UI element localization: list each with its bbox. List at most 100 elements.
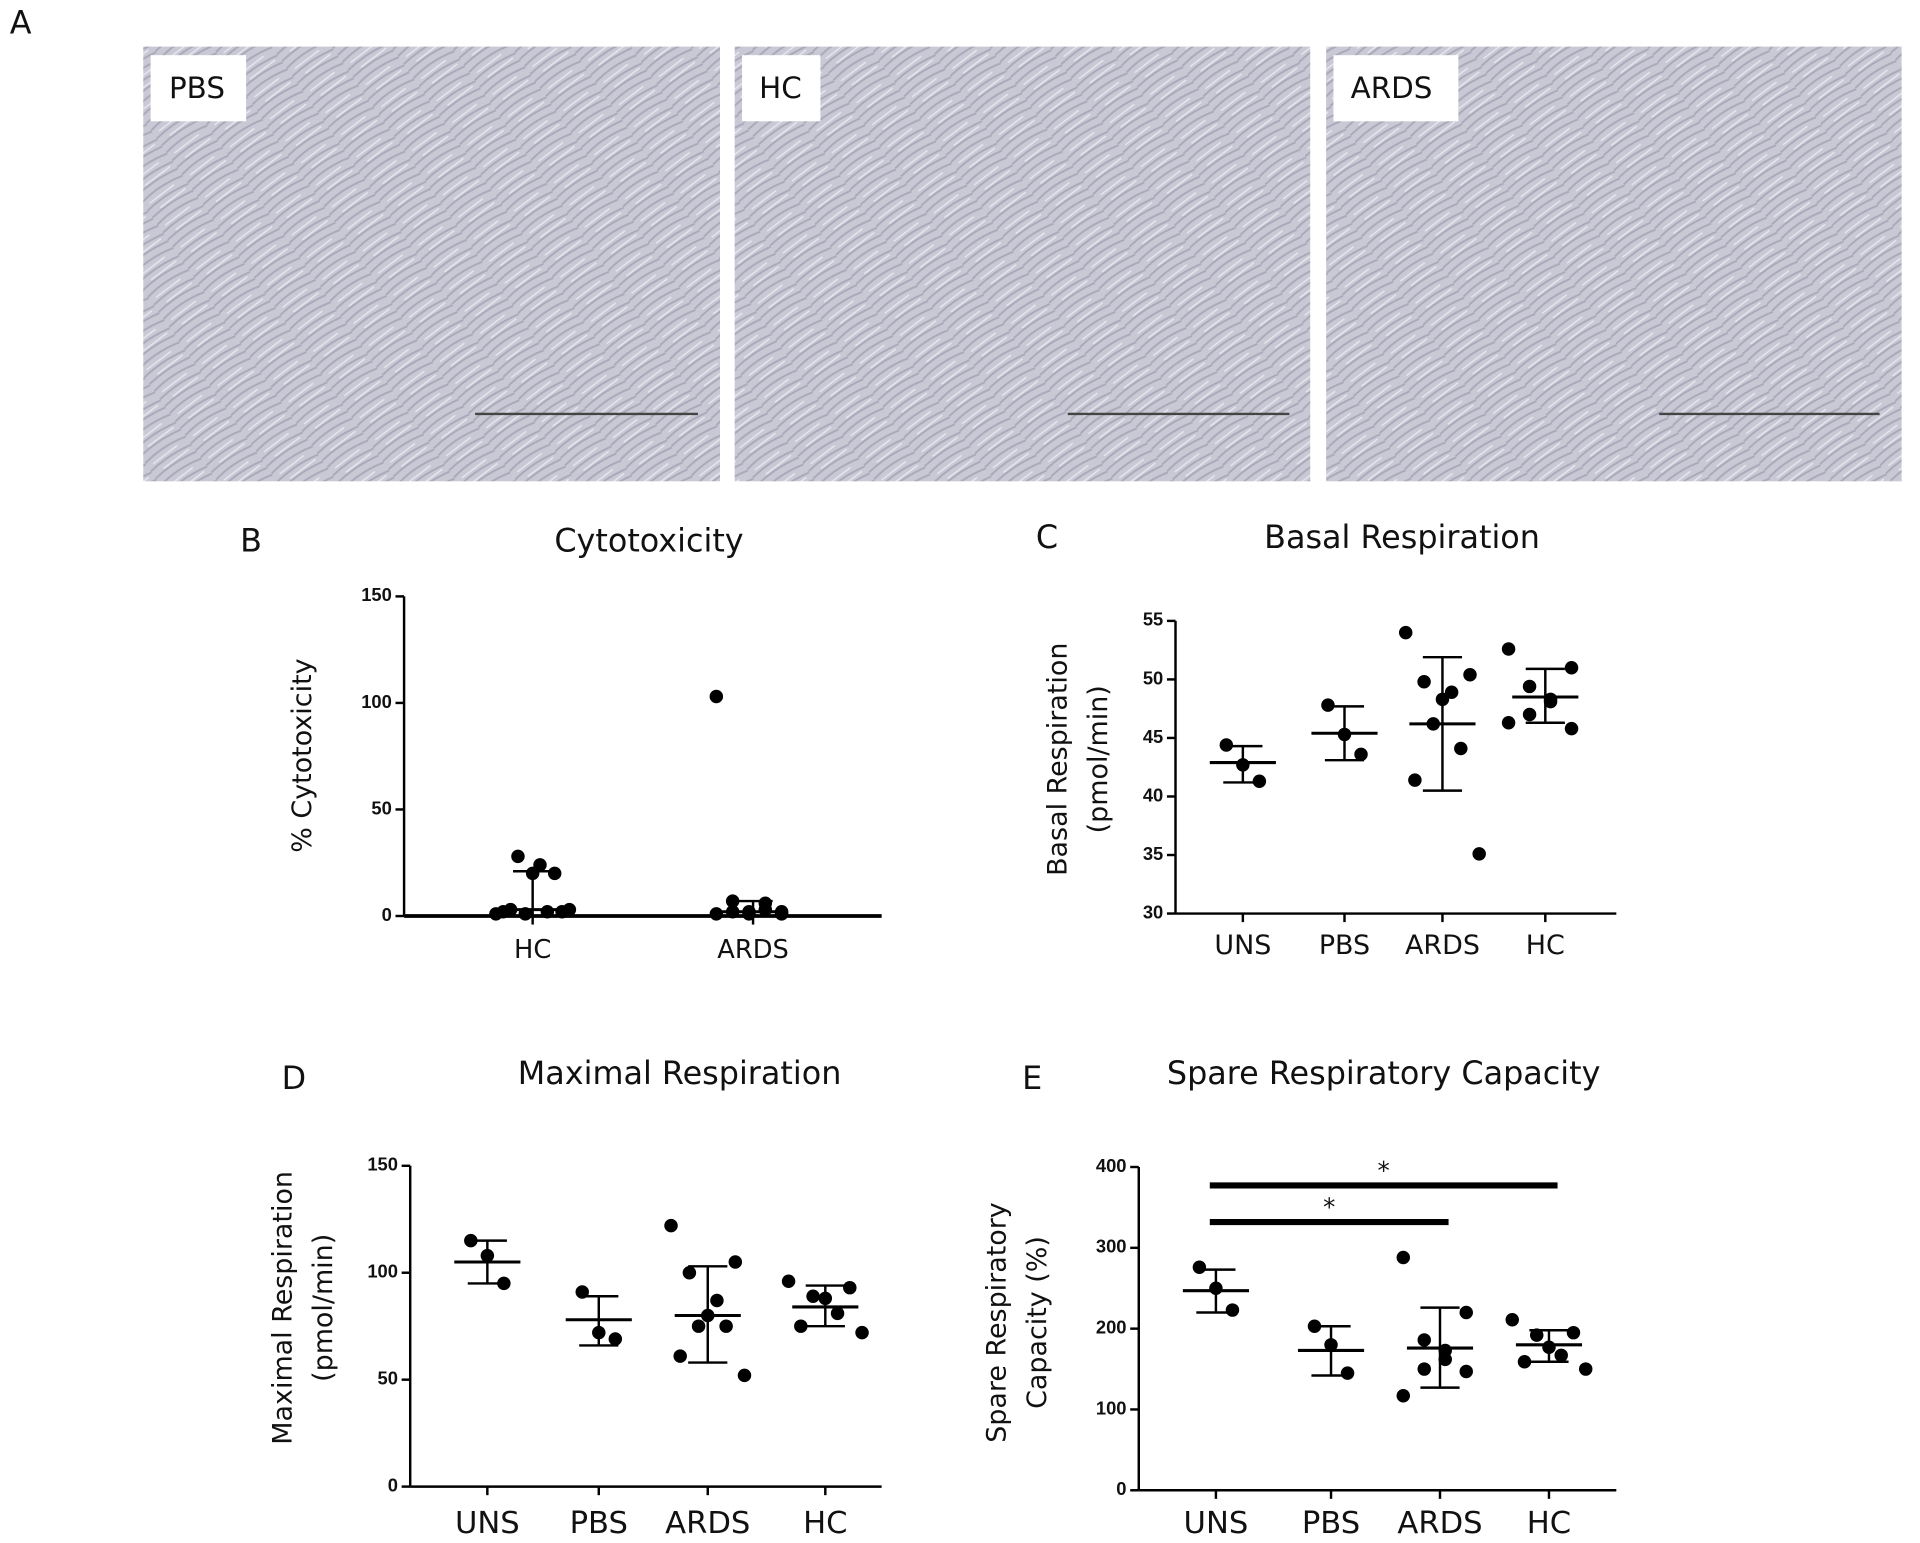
data-point <box>710 1293 724 1308</box>
y-tick-label: 0 <box>388 1474 398 1495</box>
data-point <box>562 902 577 917</box>
x-tick-label: HC <box>514 935 551 965</box>
data-point <box>1192 1260 1207 1274</box>
data-point <box>1354 747 1368 762</box>
data-point <box>709 907 724 921</box>
data-point <box>1454 741 1468 756</box>
data-point <box>1417 1333 1431 1347</box>
y-tick-label: 200 <box>1096 1316 1127 1337</box>
data-point <box>758 896 773 910</box>
y-tick-label: 50 <box>371 797 391 818</box>
data-point <box>1522 707 1537 722</box>
image-label: HC <box>759 71 802 105</box>
data-point <box>1340 1366 1355 1380</box>
data-point <box>781 1274 796 1289</box>
data-point <box>1578 1362 1593 1376</box>
data-point <box>1522 679 1537 694</box>
y-tick-label: 100 <box>1096 1397 1127 1418</box>
data-point <box>1564 721 1579 736</box>
data-point <box>719 1319 733 1333</box>
y-tick-label: 0 <box>382 904 392 925</box>
data-point <box>1459 1305 1473 1320</box>
y-tick-label: 35 <box>1143 843 1163 864</box>
panel-letter: D <box>282 1059 307 1097</box>
x-tick-label: ARDS <box>717 935 789 965</box>
data-point <box>1472 847 1486 861</box>
y-axis-label: (pmol/min) <box>1083 685 1114 833</box>
y-axis-label: Capacity (%) <box>1022 1236 1053 1409</box>
significance-label: * <box>1323 1193 1335 1222</box>
panel-letter: C <box>1036 518 1058 556</box>
data-point <box>664 1218 678 1233</box>
data-point <box>1463 668 1477 682</box>
data-point <box>1417 675 1431 689</box>
y-tick-label: 300 <box>1096 1236 1127 1257</box>
y-tick-label: 150 <box>361 584 392 605</box>
y-axis-label: % Cytotoxicity <box>287 658 318 852</box>
significance-label: * <box>1378 1156 1390 1185</box>
data-point <box>1225 1303 1240 1317</box>
data-point <box>533 858 547 872</box>
data-point <box>496 904 510 919</box>
data-point <box>682 1265 697 1280</box>
data-point <box>1564 660 1579 675</box>
x-tick-label: HC <box>1527 1506 1571 1541</box>
y-tick-label: 45 <box>1143 726 1163 747</box>
data-point <box>843 1280 857 1295</box>
data-point <box>1566 1325 1581 1340</box>
y-axis-label: Maximal Respiration <box>268 1171 299 1445</box>
x-tick-label: PBS <box>570 1506 628 1541</box>
x-tick-label: ARDS <box>665 1506 750 1541</box>
chart: E Spare Respiratory Capacity Spare Respira… <box>981 1054 1617 1541</box>
x-tick-label: ARDS <box>1397 1506 1482 1541</box>
data-point <box>547 866 562 881</box>
x-tick-label: UNS <box>455 1506 520 1541</box>
y-axis-label: (pmol/min) <box>308 1234 339 1382</box>
y-tick-label: 50 <box>378 1368 398 1389</box>
chart: C Basal Respiration Basal Respiration (pmol… <box>1036 518 1617 961</box>
data-point <box>1459 1364 1473 1379</box>
chart-title: Maximal Respiration <box>518 1054 842 1092</box>
x-tick-label: ARDS <box>1405 930 1480 961</box>
chart-title: Basal Respiration <box>1264 518 1540 556</box>
data-point <box>608 1332 623 1346</box>
chart-title: Cytotoxicity <box>554 522 743 560</box>
micrograph: PBS <box>143 46 720 482</box>
chart: D Maximal Respiration Maximal Respiration (… <box>268 1054 882 1541</box>
data-point <box>725 894 740 908</box>
data-point <box>728 1255 743 1269</box>
y-axis-label: Basal Respiration <box>1043 643 1074 876</box>
data-point <box>1396 1388 1410 1403</box>
panel-letter: B <box>240 522 262 560</box>
data-point <box>1444 685 1459 700</box>
image-label: PBS <box>169 71 225 105</box>
image-label: ARDS <box>1351 71 1433 105</box>
data-point <box>1396 1250 1410 1265</box>
panel-letter: E <box>1022 1059 1042 1097</box>
y-tick-label: 150 <box>367 1154 398 1175</box>
y-axis-label: Spare Respiratory <box>981 1202 1012 1443</box>
panel-letter: A <box>10 4 32 42</box>
y-tick-label: 400 <box>1096 1155 1127 1176</box>
data-point <box>1398 625 1413 640</box>
data-point <box>794 1319 808 1333</box>
y-tick-label: 100 <box>367 1261 398 1282</box>
data-point <box>511 849 525 864</box>
x-tick-label: HC <box>803 1506 847 1541</box>
micrograph: HC <box>734 46 1311 482</box>
data-point <box>1501 715 1516 730</box>
y-tick-label: 0 <box>1116 1478 1126 1499</box>
data-point <box>830 1306 845 1321</box>
data-point <box>1517 1355 1532 1369</box>
x-tick-label: UNS <box>1214 930 1271 961</box>
data-point <box>855 1325 869 1340</box>
data-point <box>673 1349 687 1363</box>
x-tick-label: UNS <box>1184 1506 1249 1541</box>
x-tick-label: HC <box>1526 930 1565 961</box>
chart-title: Spare Respiratory Capacity <box>1167 1054 1601 1092</box>
y-tick-label: 55 <box>1143 609 1163 630</box>
micrograph: ARDS <box>1326 46 1902 482</box>
y-tick-label: 40 <box>1143 784 1163 805</box>
data-point <box>709 689 724 704</box>
